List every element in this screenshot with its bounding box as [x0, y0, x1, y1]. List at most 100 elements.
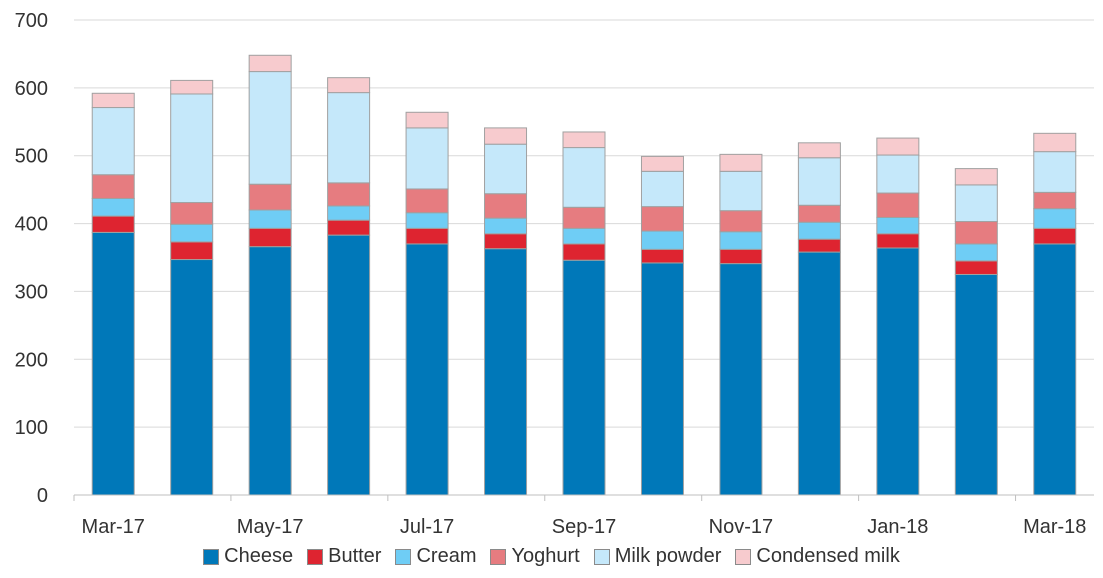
y-tick-label: 400 [15, 214, 48, 236]
bar-segment-cream [91, 197, 135, 217]
legend-item: Cream [395, 545, 476, 568]
bar-segment-milk-powder [170, 93, 214, 204]
bar-segment-milk-powder [954, 184, 998, 223]
axes: 0 100 200 300 400 500 600 700 Mar-17 May-17 Jul-17… [15, 10, 1094, 538]
bar-segment-cheese [876, 247, 920, 496]
legend-item: Milk powder [593, 545, 722, 568]
bar-segment-milk-powder [248, 71, 292, 185]
bar-segment-butter [248, 227, 292, 248]
bar-segment-condensed-milk [640, 155, 684, 172]
bar-segment-condensed-milk [1033, 132, 1077, 153]
legend-label: Condensed milk [756, 545, 900, 567]
bar-segment-butter [954, 260, 998, 275]
bar-segment-condensed-milk [405, 111, 449, 129]
legend-swatch [395, 548, 412, 565]
x-tick-label: May-17 [237, 516, 304, 538]
x-tick-label: Mar-18 [1023, 516, 1086, 538]
legend-item: Butter [307, 545, 381, 568]
bar-segment-butter [876, 233, 920, 249]
legend-swatch [307, 548, 324, 565]
bar-segment-milk-powder [719, 170, 763, 212]
bar-segment-milk-powder [91, 107, 135, 176]
bar-segment-yoghurt [248, 183, 292, 211]
bars [91, 54, 1077, 496]
bar-segment-cream [719, 231, 763, 250]
y-tick-label: 0 [37, 485, 48, 507]
legend-swatch [490, 548, 507, 565]
bar-segment-butter [484, 233, 528, 250]
bar-segment-yoghurt [91, 174, 135, 199]
bar-segment-cheese [640, 262, 684, 496]
bar-segment-yoghurt [954, 221, 998, 245]
bar-segment-butter [797, 238, 841, 253]
legend-swatch [593, 548, 610, 565]
bar-segment-milk-powder [562, 147, 606, 208]
legend-label: Cheese [224, 545, 294, 567]
bar-segment-cheese [562, 259, 606, 496]
bar-segment-cream [797, 221, 841, 240]
y-tick-label: 500 [15, 146, 48, 168]
bar-segment-cheese [405, 243, 449, 496]
bar-segment-cream [405, 212, 449, 229]
y-tick-label: 100 [15, 417, 48, 439]
bar-segment-yoghurt [484, 193, 528, 219]
bar-segment-milk-powder [405, 127, 449, 190]
legend-label: Cream [416, 545, 477, 567]
bar-segment-yoghurt [876, 192, 920, 218]
bar-segment-cream [248, 209, 292, 229]
x-tick-label: Jan-18 [867, 516, 928, 538]
bar-segment-cream [954, 243, 998, 262]
bar-segment-butter [327, 219, 371, 236]
bar-segment-cream [170, 223, 214, 243]
bar-segment-condensed-milk [484, 127, 528, 145]
bar-segment-cream [1033, 208, 1077, 229]
bar-segment-condensed-milk [719, 153, 763, 172]
bar-segment-butter [91, 215, 135, 233]
bar-segment-milk-powder [876, 154, 920, 194]
bar-segment-cheese [719, 263, 763, 496]
x-tick-label: Mar-17 [82, 516, 145, 538]
bar-segment-condensed-milk [797, 142, 841, 159]
y-tick-label: 200 [15, 349, 48, 371]
bar-segment-cheese [484, 248, 528, 496]
bar-segment-condensed-milk [562, 131, 606, 149]
y-tick-label: 300 [15, 281, 48, 303]
x-tick-label: Sep-17 [552, 516, 617, 538]
bar-segment-cheese [1033, 243, 1077, 496]
bar-segment-condensed-milk [91, 92, 135, 109]
legend-item: Yoghurt [490, 545, 580, 568]
legend-label: Yoghurt [511, 545, 580, 567]
legend-swatch [735, 548, 752, 565]
bar-segment-cheese [248, 246, 292, 496]
bar-segment-yoghurt [405, 188, 449, 214]
bar-segment-condensed-milk [170, 79, 214, 95]
bar-segment-milk-powder [797, 157, 841, 206]
bar-segment-cheese [91, 231, 135, 496]
bar-segment-yoghurt [719, 210, 763, 233]
legend-item: Condensed milk [735, 545, 900, 568]
bar-segment-butter [1033, 227, 1077, 245]
bar-segment-yoghurt [327, 182, 371, 207]
bar-segment-cream [484, 217, 528, 235]
bar-segment-cream [876, 216, 920, 235]
bar-segment-milk-powder [640, 170, 684, 208]
y-tick-label: 600 [15, 78, 48, 100]
bar-segment-butter [405, 227, 449, 245]
legend-swatch [203, 548, 220, 565]
bar-segment-cream [562, 227, 606, 245]
bar-segment-yoghurt [1033, 191, 1077, 210]
bar-segment-cheese [327, 234, 371, 496]
bar-segment-yoghurt [640, 206, 684, 232]
legend-label: Milk powder [614, 545, 722, 567]
bar-segment-condensed-milk [248, 54, 292, 73]
bar-segment-yoghurt [170, 202, 214, 225]
bar-segment-condensed-milk [876, 137, 920, 156]
legend-item: Cheese [203, 545, 293, 568]
bar-segment-milk-powder [484, 143, 528, 195]
bar-segment-cheese [797, 251, 841, 496]
bar-segment-butter [719, 248, 763, 265]
bar-segment-yoghurt [562, 206, 606, 229]
x-tick-label: Jul-17 [400, 516, 454, 538]
